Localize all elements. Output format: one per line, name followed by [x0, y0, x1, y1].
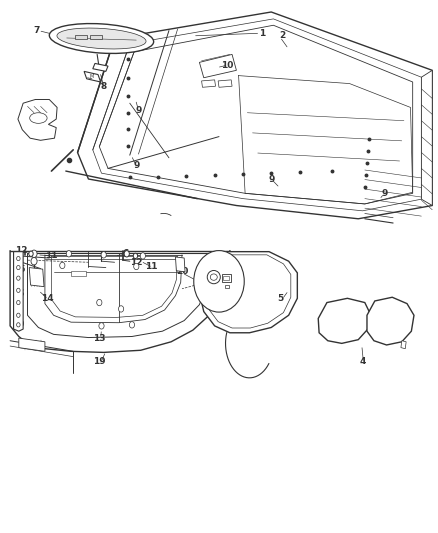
Circle shape — [124, 251, 129, 257]
Circle shape — [66, 251, 71, 257]
Circle shape — [133, 253, 138, 259]
Circle shape — [140, 253, 145, 259]
Circle shape — [17, 265, 20, 270]
Polygon shape — [29, 268, 44, 287]
Polygon shape — [205, 255, 291, 328]
Circle shape — [194, 251, 244, 312]
Polygon shape — [223, 276, 230, 280]
Circle shape — [17, 288, 20, 293]
Text: 8: 8 — [101, 82, 107, 91]
Circle shape — [31, 257, 37, 265]
Text: 2: 2 — [279, 31, 285, 41]
Circle shape — [17, 256, 20, 261]
Text: 12: 12 — [15, 246, 27, 255]
Polygon shape — [84, 71, 101, 82]
Polygon shape — [218, 80, 232, 87]
Polygon shape — [93, 63, 108, 71]
Polygon shape — [90, 35, 102, 39]
Text: 3: 3 — [381, 328, 388, 337]
Ellipse shape — [207, 270, 220, 284]
Circle shape — [134, 263, 139, 270]
Circle shape — [17, 322, 20, 327]
Polygon shape — [318, 298, 371, 343]
Text: 9: 9 — [135, 106, 141, 115]
Circle shape — [31, 250, 37, 257]
Polygon shape — [225, 285, 230, 288]
Text: 19: 19 — [93, 358, 106, 367]
Circle shape — [17, 313, 20, 317]
Circle shape — [101, 252, 106, 258]
Text: 13: 13 — [93, 334, 106, 343]
Ellipse shape — [49, 23, 154, 53]
Polygon shape — [176, 257, 185, 272]
Polygon shape — [74, 35, 87, 39]
Text: 12: 12 — [130, 258, 142, 266]
Text: 11: 11 — [145, 262, 158, 271]
Text: 7: 7 — [33, 26, 39, 35]
Text: 4: 4 — [360, 358, 366, 367]
Text: 10: 10 — [222, 61, 234, 69]
Circle shape — [17, 301, 20, 305]
Polygon shape — [71, 271, 86, 276]
Polygon shape — [19, 338, 45, 351]
Text: 11: 11 — [45, 252, 58, 261]
Ellipse shape — [30, 113, 47, 123]
Text: 16: 16 — [12, 288, 24, 297]
Text: 9: 9 — [133, 161, 139, 170]
Text: 18: 18 — [30, 275, 42, 284]
Circle shape — [99, 322, 104, 329]
Polygon shape — [199, 252, 297, 333]
Text: 17: 17 — [217, 286, 230, 295]
Ellipse shape — [57, 28, 146, 49]
Circle shape — [17, 276, 20, 280]
Text: 1: 1 — [259, 29, 266, 38]
Polygon shape — [201, 80, 215, 87]
Polygon shape — [401, 341, 406, 349]
Text: M: M — [90, 74, 94, 79]
Text: 9: 9 — [381, 189, 388, 198]
Circle shape — [129, 321, 134, 328]
Text: 19: 19 — [12, 320, 24, 329]
Text: 14: 14 — [41, 294, 53, 303]
Polygon shape — [421, 70, 432, 206]
Polygon shape — [18, 100, 57, 140]
Text: 5: 5 — [277, 294, 283, 303]
Polygon shape — [14, 252, 23, 331]
Polygon shape — [199, 54, 237, 78]
Circle shape — [60, 262, 65, 269]
Text: 6: 6 — [122, 249, 128, 258]
Text: 20: 20 — [176, 268, 188, 276]
Polygon shape — [367, 297, 414, 345]
Polygon shape — [222, 274, 231, 282]
Text: 15: 15 — [13, 265, 25, 273]
Text: 15: 15 — [226, 265, 238, 273]
Circle shape — [97, 300, 102, 306]
Circle shape — [118, 306, 124, 312]
Ellipse shape — [210, 274, 217, 280]
Text: 9: 9 — [268, 174, 275, 183]
Circle shape — [29, 251, 33, 256]
